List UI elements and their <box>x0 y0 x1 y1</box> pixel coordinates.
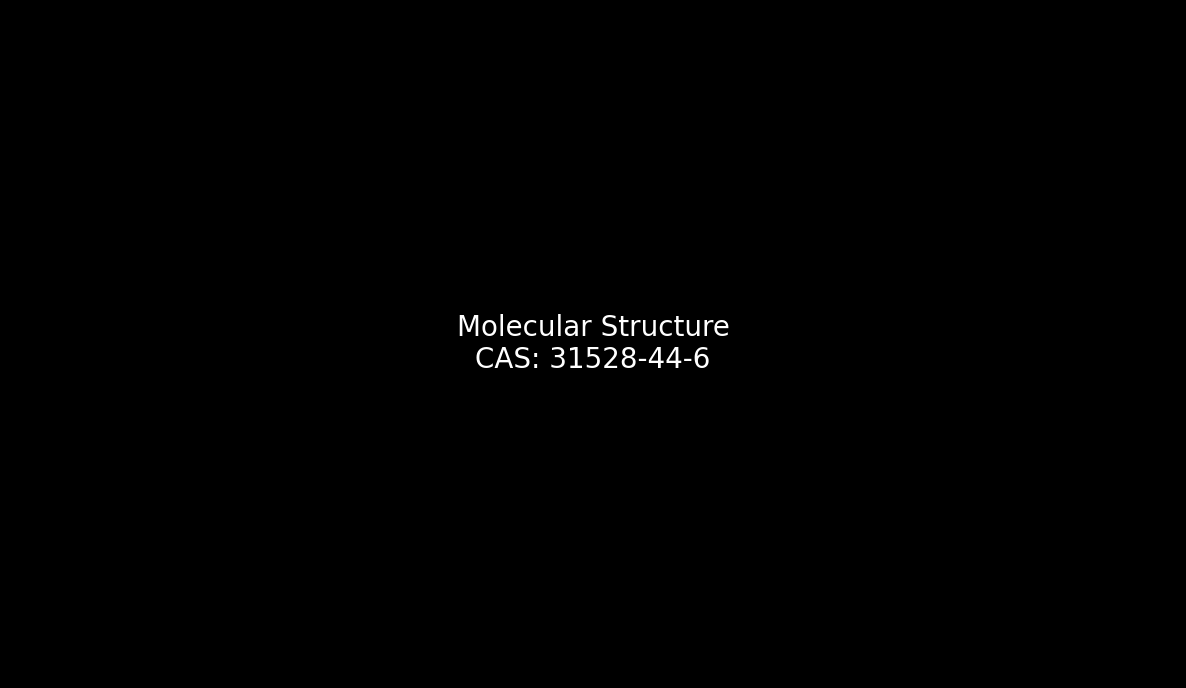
Text: Molecular Structure
CAS: 31528-44-6: Molecular Structure CAS: 31528-44-6 <box>457 314 729 374</box>
